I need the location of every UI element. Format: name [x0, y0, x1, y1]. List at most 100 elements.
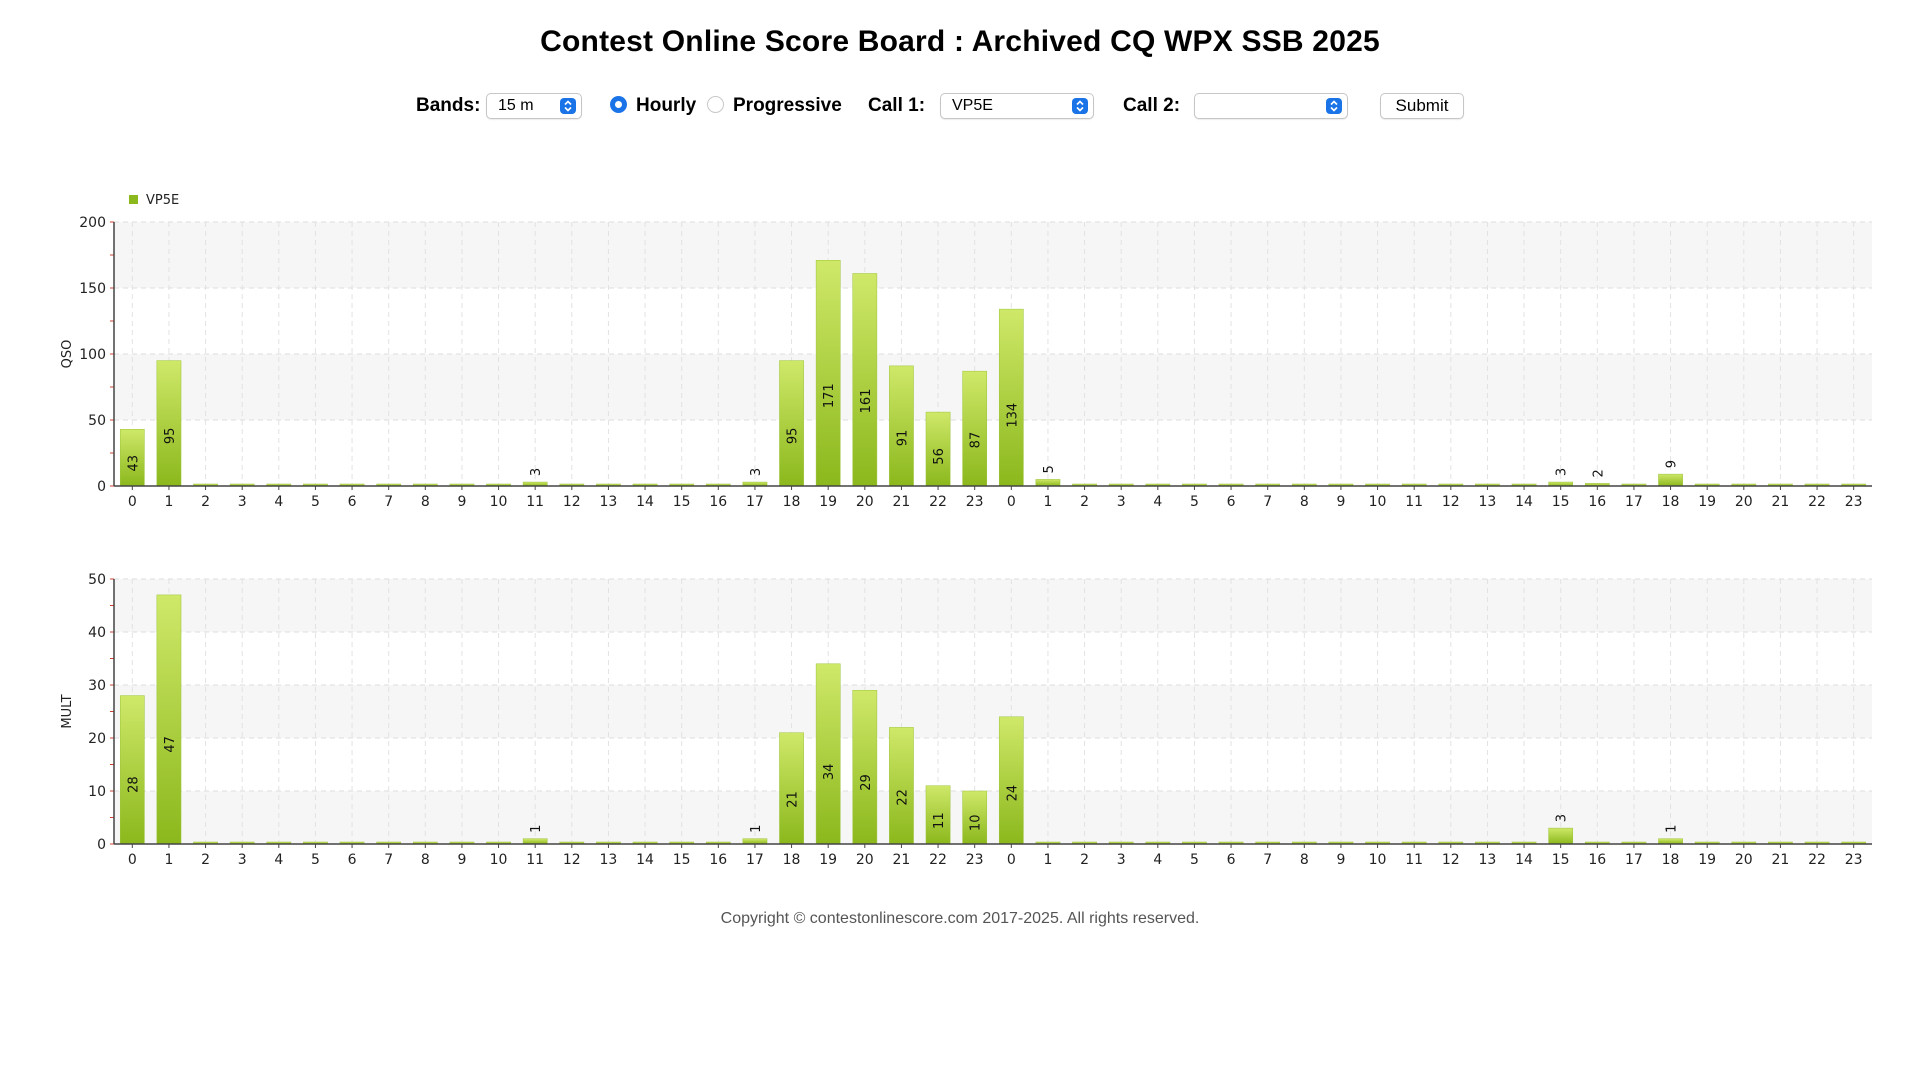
- x-tick-label: 8: [421, 852, 430, 865]
- x-tick-label: 6: [1227, 852, 1236, 865]
- data-label: 24: [1005, 785, 1020, 802]
- x-tick-label: 23: [1845, 494, 1863, 510]
- x-tick-label: 15: [673, 852, 691, 865]
- data-label: 10: [969, 815, 984, 832]
- plot-band: [114, 685, 1872, 738]
- bar: [998, 716, 1024, 845]
- data-label: 11: [932, 812, 947, 829]
- x-tick-label: 22: [929, 494, 947, 510]
- data-label: 1: [529, 825, 544, 833]
- x-tick-label: 3: [238, 494, 247, 510]
- x-tick-label: 17: [1625, 852, 1643, 865]
- bar: [522, 838, 548, 845]
- data-label: 87: [969, 432, 984, 449]
- x-tick-label: 12: [1442, 494, 1460, 510]
- data-label: 3: [529, 468, 544, 476]
- data-label: 28: [126, 776, 141, 793]
- x-tick-label: 21: [893, 494, 911, 510]
- x-tick-label: 20: [1735, 494, 1753, 510]
- bar: [779, 360, 804, 487]
- x-tick-label: 0: [128, 494, 137, 510]
- data-label: 5: [1042, 465, 1057, 473]
- x-tick-label: 5: [311, 494, 320, 510]
- hourly-radio[interactable]: [610, 96, 627, 113]
- x-tick-label: 16: [1588, 494, 1606, 510]
- x-tick-label: 15: [1552, 852, 1570, 865]
- x-tick-label: 4: [274, 852, 283, 865]
- x-tick-label: 2: [1080, 852, 1089, 865]
- x-tick-label: 7: [1263, 494, 1272, 510]
- x-tick-label: 8: [1300, 494, 1309, 510]
- x-tick-label: 21: [1772, 494, 1790, 510]
- select-arrows-icon: [560, 98, 576, 114]
- x-tick-label: 3: [1117, 494, 1126, 510]
- submit-button[interactable]: Submit: [1380, 93, 1464, 119]
- select-arrows-icon: [1072, 98, 1088, 114]
- x-tick-label: 3: [1117, 852, 1126, 865]
- x-tick-label: 7: [1263, 852, 1272, 865]
- data-label: 95: [786, 428, 801, 445]
- x-tick-label: 17: [1625, 494, 1643, 510]
- y-tick-label: 50: [88, 572, 106, 588]
- plot-band: [114, 579, 1872, 632]
- legend-label: VP5E: [146, 193, 179, 208]
- bar: [779, 732, 804, 845]
- data-label: 134: [1005, 403, 1020, 428]
- x-tick-label: 11: [1405, 494, 1423, 510]
- x-tick-label: 8: [421, 494, 430, 510]
- data-label: 47: [163, 736, 178, 753]
- x-tick-label: 23: [966, 852, 984, 865]
- x-tick-label: 23: [966, 494, 984, 510]
- x-tick-label: 19: [1698, 494, 1716, 510]
- call1-label: Call 1:: [868, 95, 926, 116]
- call2-select[interactable]: [1194, 93, 1348, 119]
- plot-band: [114, 354, 1872, 420]
- progressive-radio[interactable]: [707, 96, 724, 113]
- x-tick-label: 23: [1845, 852, 1863, 865]
- bar: [1548, 827, 1574, 845]
- data-label: 1: [749, 825, 764, 833]
- call1-select[interactable]: VP5E: [940, 93, 1094, 119]
- y-tick-label: 30: [88, 678, 106, 694]
- bar: [852, 690, 878, 845]
- data-label: 3: [1555, 814, 1570, 822]
- x-tick-label: 10: [1369, 852, 1387, 865]
- x-tick-label: 13: [1479, 852, 1497, 865]
- data-label: 34: [822, 764, 837, 781]
- x-tick-label: 6: [348, 494, 357, 510]
- x-tick-label: 12: [563, 852, 581, 865]
- bar: [962, 790, 988, 845]
- x-tick-label: 11: [526, 852, 544, 865]
- x-tick-label: 14: [1515, 494, 1533, 510]
- x-tick-label: 4: [274, 494, 283, 510]
- bar: [852, 273, 878, 487]
- y-tick-label: 0: [97, 837, 106, 853]
- x-tick-label: 9: [457, 494, 466, 510]
- y-tick-label: 0: [97, 479, 106, 495]
- data-label: 43: [126, 455, 141, 472]
- bar: [1658, 473, 1683, 487]
- x-tick-label: 2: [201, 852, 210, 865]
- x-tick-label: 18: [783, 494, 801, 510]
- x-tick-label: 1: [164, 852, 173, 865]
- bands-select[interactable]: 15 m: [486, 93, 582, 119]
- x-tick-label: 17: [746, 852, 764, 865]
- x-tick-label: 3: [238, 852, 247, 865]
- progressive-label[interactable]: Progressive: [733, 95, 842, 116]
- data-label: 3: [1555, 468, 1570, 476]
- y-tick-label: 200: [79, 215, 106, 231]
- x-tick-label: 14: [636, 852, 654, 865]
- footer-copyright: Copyright © contestonlinescore.com 2017-…: [720, 910, 1200, 927]
- bar: [889, 727, 914, 845]
- x-tick-label: 22: [1808, 494, 1826, 510]
- x-tick-label: 20: [856, 494, 874, 510]
- bar: [815, 260, 841, 487]
- x-tick-label: 2: [1080, 494, 1089, 510]
- y-tick-label: 50: [88, 413, 106, 429]
- call1-value: VP5E: [952, 97, 993, 114]
- data-label: 1: [1665, 825, 1680, 833]
- x-tick-label: 14: [1515, 852, 1533, 865]
- hourly-label[interactable]: Hourly: [636, 95, 697, 116]
- x-tick-label: 9: [457, 852, 466, 865]
